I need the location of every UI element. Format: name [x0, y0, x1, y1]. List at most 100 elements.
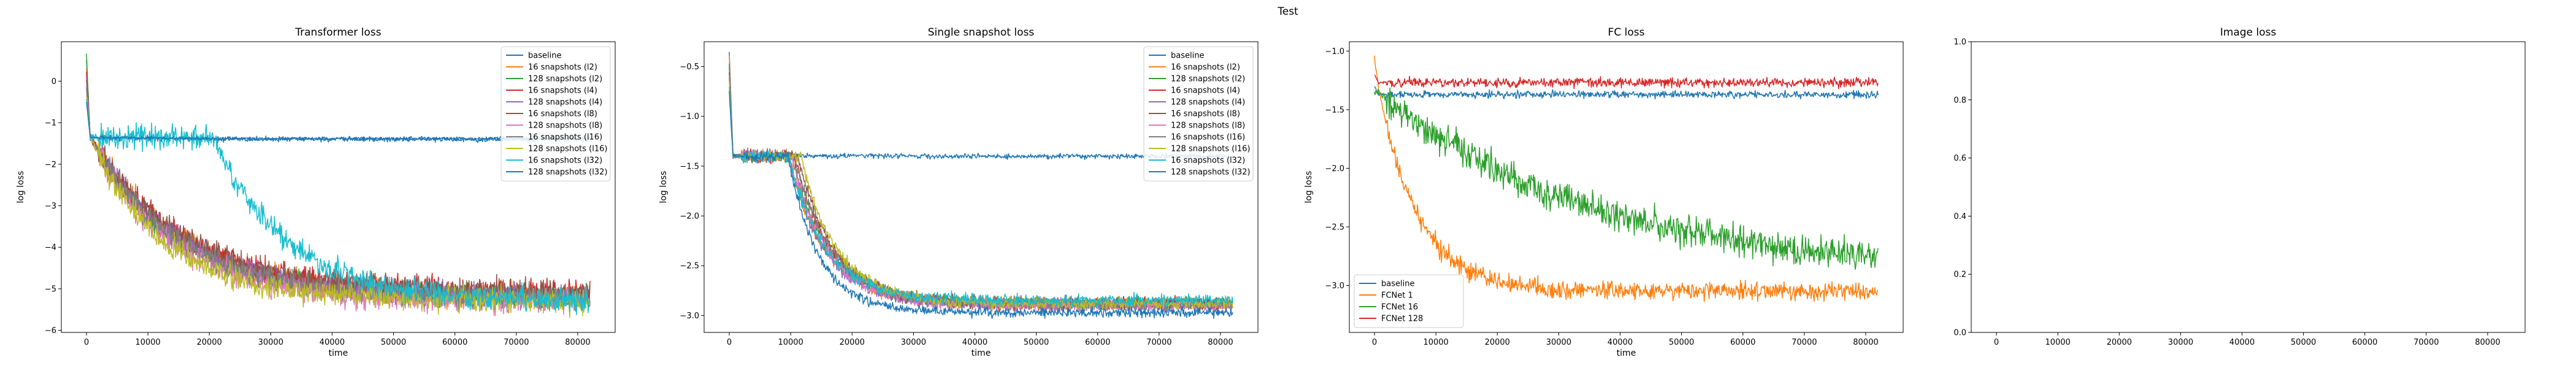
- chart-panel: Single snapshot loss 0 10000 20000 30000 4000…: [659, 26, 1259, 358]
- x-tick-label: 50000: [381, 338, 406, 347]
- x-tick-label: 0: [1994, 338, 1999, 347]
- chart-title: Transformer loss: [294, 26, 381, 39]
- legend-entry: 128 snapshots (l4): [1171, 98, 1245, 107]
- legend-entry: 128 snapshots (l16): [528, 145, 607, 154]
- legend-entry: 16 snapshots (l32): [1171, 156, 1245, 166]
- x-axis-label: time: [329, 348, 348, 358]
- legend: baseline FCNet 1 FCNet 16 FCNet 128: [1354, 274, 1464, 328]
- series-line: [729, 86, 1233, 309]
- x-tick-label: 60000: [1085, 338, 1110, 347]
- x-tick-label: 80000: [2475, 338, 2500, 347]
- series-line: [1374, 87, 1879, 270]
- y-axis-label: log loss: [16, 171, 26, 204]
- chart-panel: FC loss 0 10000 20000 30000 40000 50000 60000 70…: [1304, 26, 1904, 358]
- legend-entry: baseline: [1171, 52, 1204, 61]
- y-tick-label: −3: [45, 202, 56, 211]
- x-tick-label: 30000: [2168, 338, 2193, 347]
- x-tick-label: 50000: [1024, 338, 1049, 347]
- series-group: [1374, 55, 1879, 302]
- y-tick-label: −1.0: [680, 112, 699, 121]
- legend-entry: FCNet 1: [1381, 291, 1413, 301]
- y-tick-label: 0.6: [1953, 154, 1966, 163]
- x-tick-label: 20000: [1485, 338, 1510, 347]
- legend: baseline 16 snapshots (l2) 128 snapshots (…: [1143, 46, 1254, 182]
- x-tick-label: 60000: [442, 338, 467, 347]
- x-tick-label: 40000: [2229, 338, 2255, 347]
- legend-box: [500, 46, 611, 182]
- y-tick-label: −2.5: [1325, 223, 1344, 232]
- axes-frame: [1971, 41, 2526, 333]
- series-line: [1374, 86, 1879, 100]
- chart-panel: Image loss 0 10000 20000 30000 40000 50000 6000…: [1953, 26, 2526, 347]
- series-line: [1374, 74, 1879, 90]
- series-line: [729, 81, 1233, 312]
- y-axis-label: log loss: [1304, 171, 1314, 204]
- y-tick-label: −4: [45, 243, 56, 253]
- legend-entry: 128 snapshots (l16): [1171, 145, 1250, 154]
- legend-box: [1354, 274, 1464, 328]
- legend-entry: 16 snapshots (l16): [528, 133, 602, 142]
- x-tick-label: 30000: [1546, 338, 1571, 347]
- legend-entry: 16 snapshots (l2): [1171, 63, 1240, 72]
- y-tick-label: −2.5: [680, 262, 699, 271]
- y-tick-label: −1.5: [680, 162, 699, 171]
- x-tick-label: 80000: [1853, 338, 1878, 347]
- figure-title: Test: [1277, 6, 1298, 18]
- y-tick-label: −0.5: [680, 63, 699, 72]
- legend-entry: FCNet 128: [1381, 315, 1423, 324]
- chart-title: Image loss: [2220, 26, 2277, 39]
- y-tick-label: 0.4: [1953, 212, 1966, 221]
- series-line: [86, 99, 591, 315]
- x-tick-label: 0: [727, 338, 732, 347]
- x-tick-label: 10000: [2045, 338, 2070, 347]
- legend-entry: 128 snapshots (l32): [528, 168, 607, 177]
- axes-frame: [1349, 41, 1904, 333]
- y-tick-label: −2.0: [1325, 164, 1344, 174]
- y-tick-label: 1.0: [1953, 38, 1966, 47]
- y-tick-label: 0.2: [1953, 270, 1966, 280]
- x-tick-label: 50000: [1669, 338, 1694, 347]
- x-tick-label: 40000: [962, 338, 987, 347]
- legend-entry: 16 snapshots (l32): [528, 156, 602, 166]
- x-axis-label: time: [972, 348, 991, 358]
- legend-entry: 128 snapshots (l2): [528, 75, 602, 84]
- chart-title: Single snapshot loss: [928, 26, 1035, 39]
- x-tick-label: 40000: [320, 338, 345, 347]
- legend-entry: 128 snapshots (l8): [1171, 121, 1245, 131]
- x-tick-label: 40000: [1608, 338, 1633, 347]
- legend: baseline 16 snapshots (l2) 128 snapshots (…: [500, 46, 611, 182]
- x-tick-label: 70000: [504, 338, 529, 347]
- y-axis-label: log loss: [659, 171, 669, 204]
- y-tick-label: −3.0: [680, 312, 699, 321]
- legend-entry: 128 snapshots (l32): [1171, 168, 1250, 177]
- y-tick-label: −3.0: [1325, 282, 1344, 291]
- y-tick-label: −5: [45, 285, 56, 294]
- series-group: [86, 53, 591, 318]
- axes-frame: [703, 41, 1259, 333]
- x-tick-label: 0: [1372, 338, 1377, 347]
- y-tick-label: −1.0: [1325, 47, 1344, 56]
- x-tick-label: 20000: [197, 338, 222, 347]
- legend-entry: baseline: [1381, 280, 1414, 289]
- y-tick-label: −2.0: [680, 212, 699, 221]
- y-tick-label: 0.0: [1953, 329, 1966, 338]
- x-tick-label: 10000: [1423, 338, 1448, 347]
- legend-entry: FCNet 16: [1381, 303, 1418, 312]
- x-tick-label: 80000: [565, 338, 590, 347]
- x-tick-label: 60000: [1730, 338, 1755, 347]
- legend-entry: baseline: [528, 52, 561, 61]
- legend-entry: 16 snapshots (l4): [528, 86, 597, 96]
- legend-entry: 128 snapshots (l2): [1171, 75, 1245, 84]
- x-tick-label: 50000: [2291, 338, 2316, 347]
- legend-entry: 128 snapshots (l8): [528, 121, 602, 131]
- x-tick-label: 70000: [1146, 338, 1171, 347]
- legend-entry: 16 snapshots (l8): [1171, 110, 1240, 119]
- series-line: [1374, 55, 1879, 302]
- y-tick-label: −1: [45, 119, 56, 128]
- legend-entry: 16 snapshots (l8): [528, 110, 597, 119]
- chart-panel: Transformer loss 0 10000 20000 30000 40000 500…: [16, 26, 616, 358]
- x-tick-label: 70000: [2413, 338, 2439, 347]
- x-tick-label: 80000: [1208, 338, 1233, 347]
- legend-entry: 16 snapshots (l2): [528, 63, 597, 72]
